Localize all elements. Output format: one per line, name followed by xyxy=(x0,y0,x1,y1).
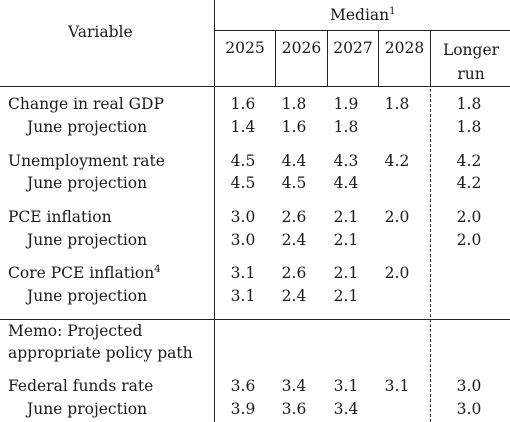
longer-run-header-line1: Longer xyxy=(442,41,500,59)
year-divider-2026 xyxy=(275,30,276,86)
year-header-2025: 2025 xyxy=(225,39,265,57)
year-header-2028: 2028 xyxy=(384,39,425,57)
value-cell: 4.5 xyxy=(281,174,307,192)
value-cell: 3.4 xyxy=(281,377,307,395)
value-cell: 3.0 xyxy=(230,231,256,249)
longer-run-cell: 2.0 xyxy=(456,208,482,226)
variable-header: Variable xyxy=(68,23,133,41)
value-cell: 4.4 xyxy=(333,174,359,192)
row-label-unemployment: Unemployment rate xyxy=(8,152,165,170)
longer-run-cell: 3.0 xyxy=(456,377,482,395)
longer-run-dashed-divider xyxy=(430,89,431,422)
value-cell: 2.1 xyxy=(333,208,359,226)
memo-heading-line1: Memo: Projected xyxy=(8,322,143,340)
row-label-june-projection: June projection xyxy=(27,231,148,249)
longer-run-cell: 3.0 xyxy=(456,400,482,418)
row-label-real-gdp: Change in real GDP xyxy=(8,95,164,113)
row-label-core-pce-inflation: Core PCE inflation4 xyxy=(8,263,161,286)
value-cell: 2.6 xyxy=(281,208,307,226)
value-cell: 4.3 xyxy=(333,152,359,170)
year-header-2026: 2026 xyxy=(281,39,322,57)
value-cell: 3.0 xyxy=(230,208,256,226)
value-cell: 2.0 xyxy=(384,208,410,226)
value-cell: 3.4 xyxy=(333,400,359,418)
value-cell: 3.6 xyxy=(281,400,307,418)
value-cell: 1.6 xyxy=(230,95,256,113)
value-cell: 2.4 xyxy=(281,231,307,249)
value-cell: 2.1 xyxy=(333,231,359,249)
value-cell: 1.8 xyxy=(281,95,307,113)
value-cell: 4.4 xyxy=(281,152,307,170)
value-cell: 2.0 xyxy=(384,264,410,282)
row-label-june-projection: June projection xyxy=(27,287,148,305)
value-cell: 1.9 xyxy=(333,95,359,113)
value-cell: 2.1 xyxy=(333,287,359,305)
row-label-federal-funds-rate: Federal funds rate xyxy=(8,377,154,395)
row-label-june-projection: June projection xyxy=(27,118,148,136)
longer-run-cell: 1.8 xyxy=(456,118,482,136)
longer-run-cell: 1.8 xyxy=(456,95,482,113)
value-cell: 3.1 xyxy=(333,377,359,395)
value-cell: 3.9 xyxy=(230,400,256,418)
value-cell: 4.5 xyxy=(230,152,256,170)
value-cell: 1.6 xyxy=(281,118,307,136)
median-header: Median1 xyxy=(330,5,396,28)
row-label-pce-inflation: PCE inflation xyxy=(8,208,112,226)
value-cell: 1.8 xyxy=(384,95,410,113)
value-cell: 3.1 xyxy=(384,377,410,395)
longer-run-cell: 4.2 xyxy=(456,174,482,192)
value-cell: 1.8 xyxy=(333,118,359,136)
year-header-2027: 2027 xyxy=(333,39,373,57)
value-cell: 1.4 xyxy=(230,118,256,136)
core-pce-label-text: Core PCE inflation xyxy=(8,264,155,282)
core-pce-footnote-marker: 4 xyxy=(154,264,161,275)
value-cell: 4.2 xyxy=(384,152,410,170)
longer-run-cell: 2.0 xyxy=(456,231,482,249)
left-column-divider xyxy=(214,0,215,422)
value-cell: 2.6 xyxy=(281,264,307,282)
value-cell: 4.5 xyxy=(230,174,256,192)
memo-heading-line2: appropriate policy path xyxy=(8,344,193,362)
value-cell: 2.4 xyxy=(281,287,307,305)
value-cell: 2.1 xyxy=(333,264,359,282)
longer-run-header-line2: run xyxy=(457,65,485,83)
longer-run-header: Longer run xyxy=(432,38,510,86)
median-footnote-marker: 1 xyxy=(389,6,396,17)
value-cell: 3.1 xyxy=(230,287,256,305)
year-divider-longer-run xyxy=(430,30,431,86)
value-cell: 3.6 xyxy=(230,377,256,395)
year-divider-2028 xyxy=(378,30,379,86)
row-label-june-projection: June projection xyxy=(27,400,148,418)
memo-top-rule xyxy=(0,319,510,320)
value-cell: 3.1 xyxy=(230,264,256,282)
median-header-label: Median xyxy=(330,6,390,24)
longer-run-cell: 4.2 xyxy=(456,152,482,170)
row-label-june-projection: June projection xyxy=(27,174,148,192)
median-header-rule xyxy=(214,30,510,31)
header-bottom-rule xyxy=(0,86,510,87)
memo-heading: Memo: Projected appropriate policy path xyxy=(8,320,193,364)
year-divider-2027 xyxy=(327,30,328,86)
